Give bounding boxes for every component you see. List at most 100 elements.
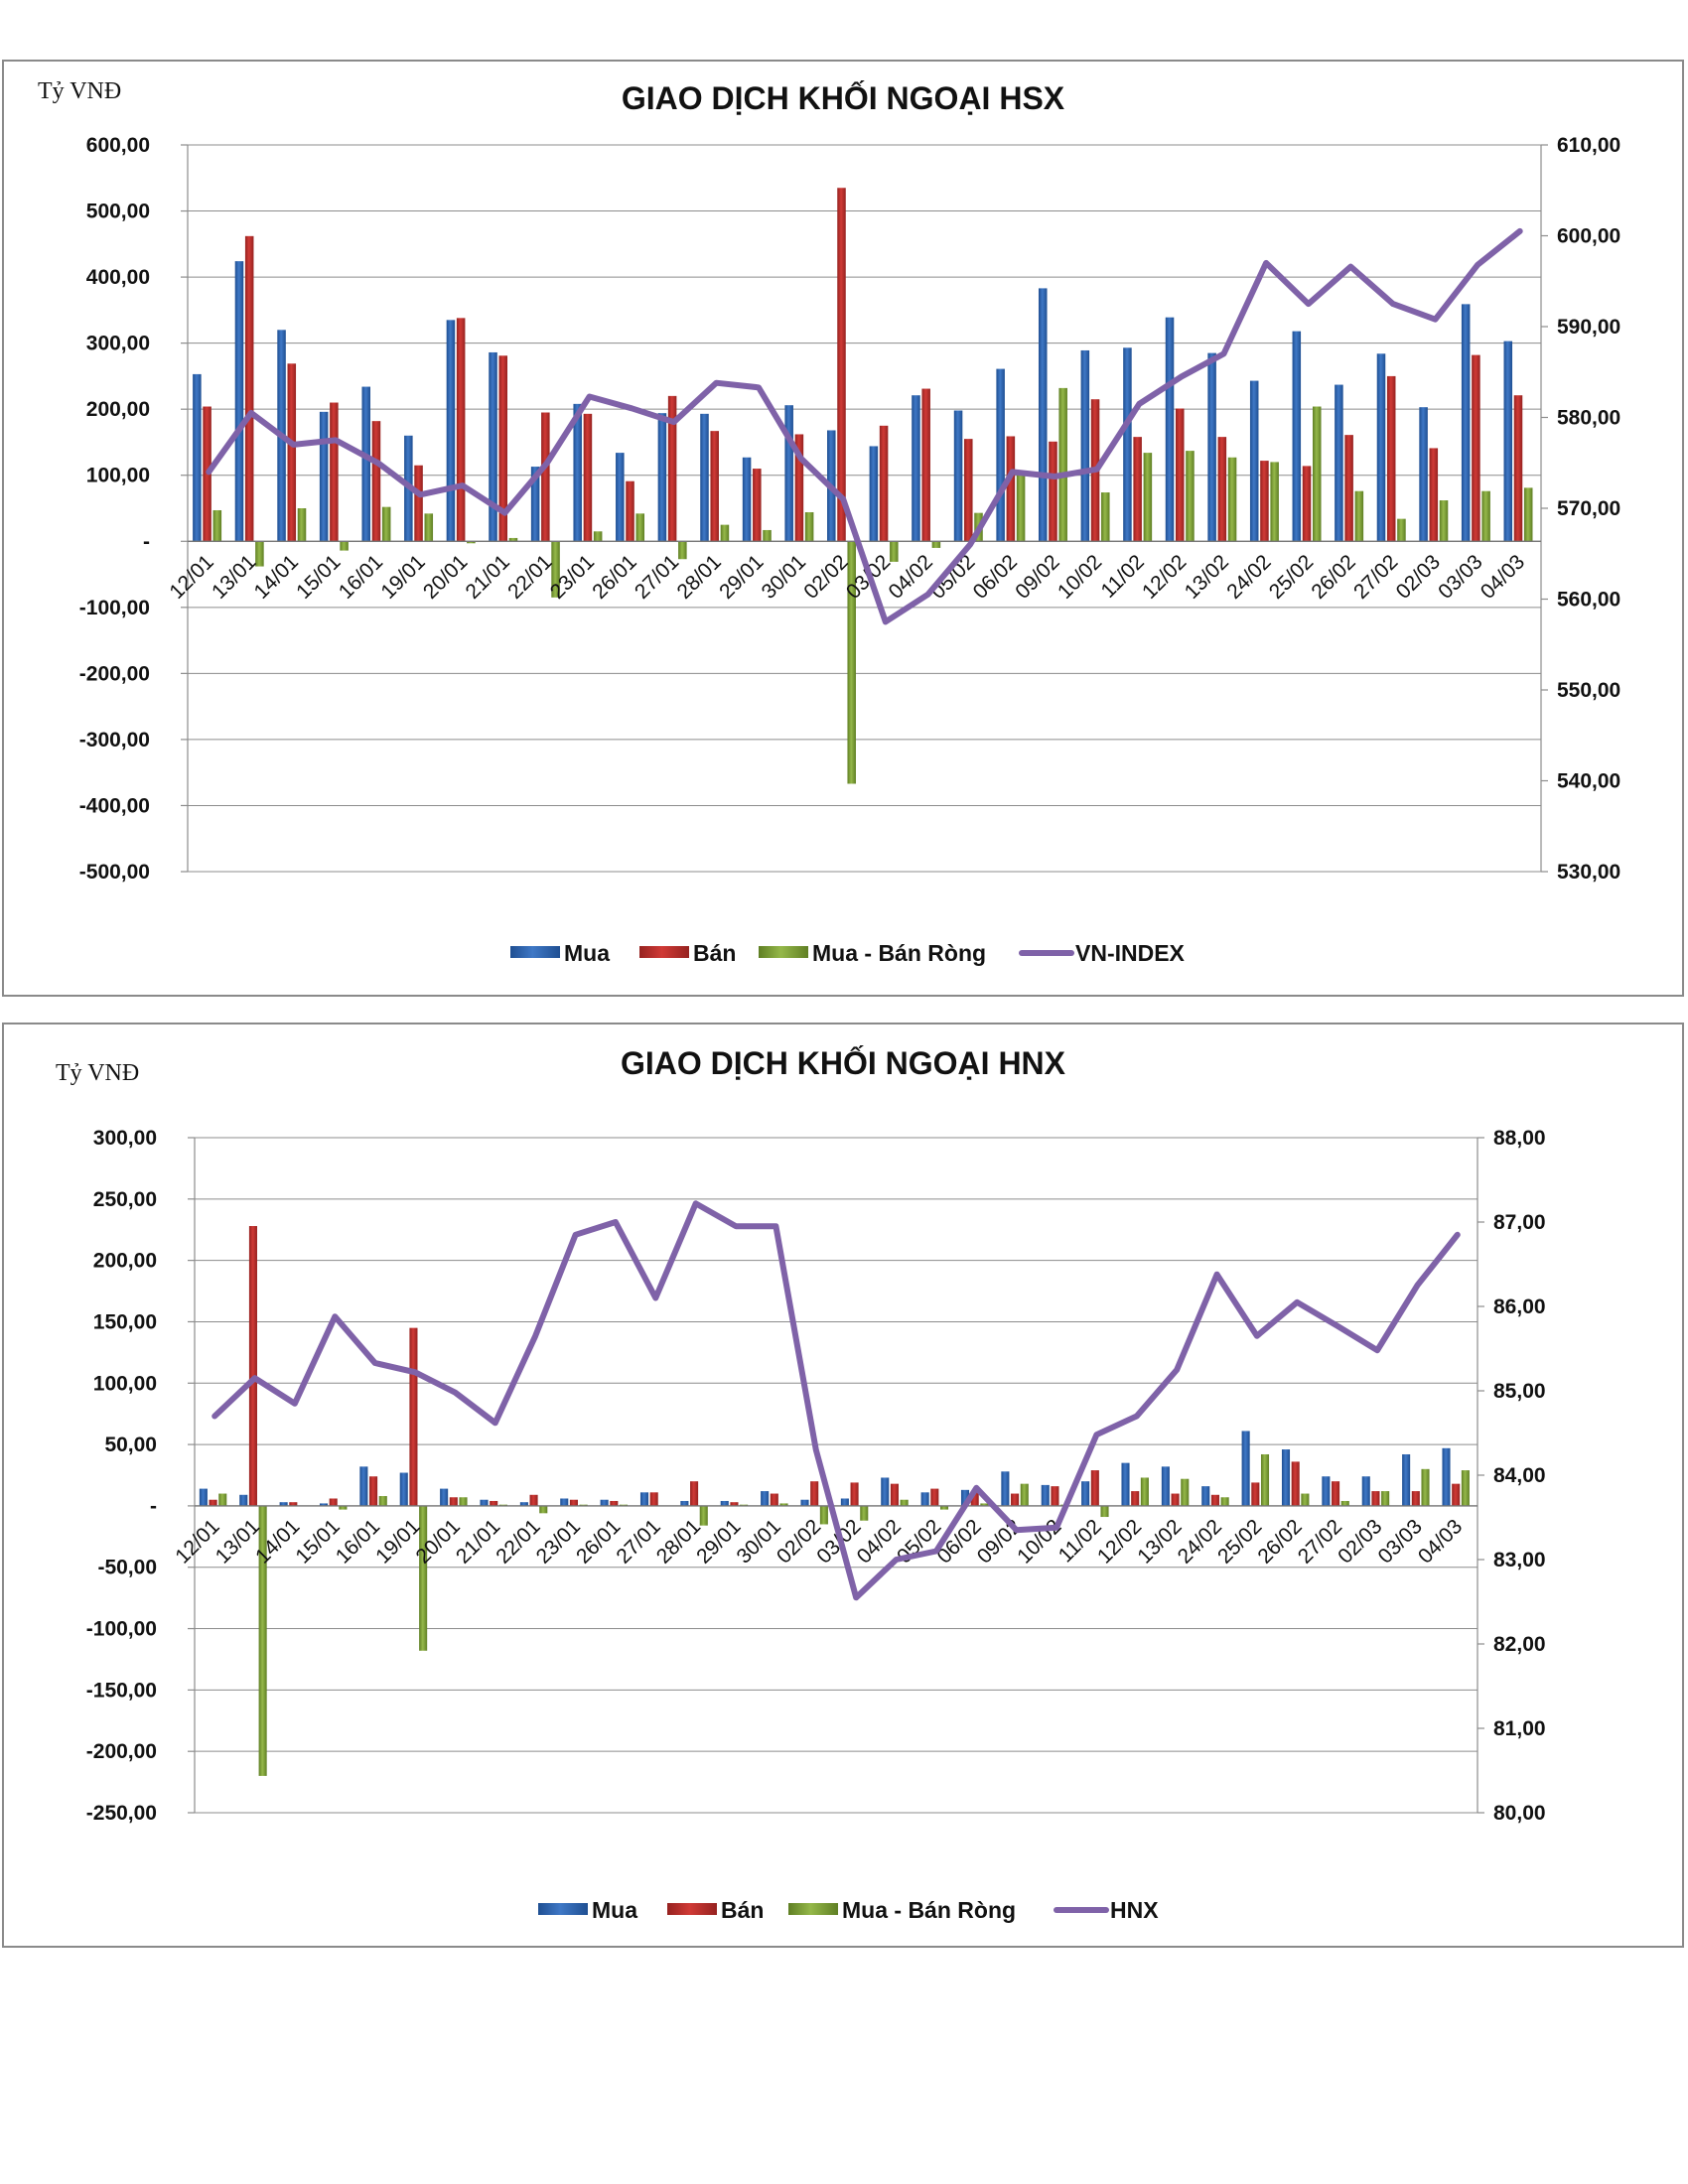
x-tick-label: 25/02 [1213, 1515, 1266, 1568]
legend-swatch-rong [759, 946, 808, 958]
bar-mua [953, 410, 963, 542]
bar-ban [1452, 1483, 1461, 1506]
bar-rong [1354, 490, 1364, 542]
bar-rong [551, 541, 560, 598]
legend-label-mua: Mua [592, 1897, 637, 1923]
legend-swatch-mua [538, 1903, 588, 1915]
bar-rong [847, 541, 856, 784]
y2-tick-label: 570,00 [1557, 497, 1620, 520]
bar-rong [378, 1496, 387, 1506]
bar-ban [1332, 1481, 1340, 1506]
bar-ban [1291, 1461, 1300, 1506]
bar-rong [1181, 1478, 1190, 1506]
x-tick-label: 27/02 [1294, 1515, 1346, 1568]
bar-ban [209, 1499, 217, 1506]
x-tick-label: 15/01 [292, 551, 345, 604]
x-tick-label: 12/02 [1138, 551, 1191, 604]
x-tick-label: 06/02 [969, 551, 1022, 604]
y-tick-label: 50,00 [104, 1433, 157, 1456]
bar-rong [1101, 492, 1110, 542]
legend-label-rong: Mua - Bán Ròng [812, 940, 986, 966]
bar-mua [700, 413, 709, 542]
bar-rong [1186, 451, 1195, 542]
x-tick-label: 04/03 [1414, 1515, 1467, 1568]
bar-mua [761, 1491, 770, 1506]
bar-rong [1439, 500, 1449, 542]
bar-ban [770, 1493, 778, 1506]
bar-ban [921, 388, 930, 542]
bar-ban [289, 1502, 298, 1506]
y-tick-label: -300,00 [79, 729, 150, 751]
bar-ban [810, 1481, 819, 1506]
bar-ban [369, 1476, 378, 1506]
bar-mua [1081, 1481, 1090, 1506]
bar-ban [1472, 354, 1480, 542]
bar-rong [1523, 487, 1533, 542]
bar-mua [680, 1500, 689, 1506]
y-tick-label: 300,00 [86, 333, 150, 355]
bar-ban [449, 1497, 458, 1506]
y2-tick-label: 83,00 [1493, 1549, 1546, 1571]
bar-rong [1100, 1505, 1109, 1518]
bar-ban [583, 413, 593, 542]
index-line [211, 1200, 1461, 1601]
x-tick-label: 29/01 [715, 551, 768, 604]
bar-rong [1421, 1468, 1430, 1506]
bar-ban [414, 465, 423, 542]
bar-ban [1090, 1470, 1099, 1506]
x-tick-label: 27/01 [612, 1515, 664, 1568]
y-tick-label: 400,00 [86, 266, 150, 289]
bar-mua [530, 467, 540, 542]
y2-tick-label: 560,00 [1557, 589, 1620, 612]
x-tick-label: 12/01 [165, 551, 217, 604]
bar-mua [573, 403, 582, 542]
x-tick-label: 11/02 [1055, 1515, 1106, 1567]
bar-ban [248, 1226, 257, 1506]
x-tick-label: 19/01 [376, 551, 429, 604]
bar-rong [1312, 406, 1322, 542]
bar-mua [1442, 1447, 1451, 1506]
bar-ban [529, 1494, 538, 1506]
bar-rong [1227, 457, 1237, 542]
bar-mua [784, 405, 793, 542]
bar-mua [234, 261, 244, 542]
y-tick-label: - [150, 1495, 157, 1518]
bar-rong [218, 1493, 227, 1506]
bar-rong [459, 1497, 468, 1506]
bar-ban [1344, 435, 1353, 542]
y-tick-label: -100,00 [79, 597, 150, 619]
bar-ban [490, 1500, 498, 1506]
x-tick-label: 03/03 [1434, 551, 1486, 604]
y-tick-label: 600,00 [86, 134, 150, 157]
bar-mua [1361, 1476, 1370, 1506]
x-tick-label: 27/01 [631, 551, 683, 604]
bar-ban [244, 235, 254, 542]
hsx-chart-panel: GIAO DỊCH KHỐI NGOẠI HSX Tỷ VNĐ 600,00 500,… [2, 60, 1684, 997]
bar-ban [710, 431, 719, 542]
x-tick-label: 13/02 [1181, 551, 1233, 604]
bar-mua [193, 373, 202, 542]
bar-mua [446, 320, 456, 542]
bar-mua [1080, 349, 1090, 542]
bar-ban [1049, 441, 1057, 542]
y2-tick-label: 540,00 [1557, 770, 1620, 793]
x-tick-label: 04/03 [1477, 551, 1529, 604]
bar-mua [239, 1494, 248, 1506]
y2-tick-label: 82,00 [1493, 1633, 1546, 1656]
bar-ban [1302, 466, 1312, 542]
x-tick-label: 02/03 [1334, 1515, 1386, 1568]
bar-mua [1335, 384, 1343, 542]
x-tick-label: 30/01 [758, 551, 810, 604]
y2-tick-label: 590,00 [1557, 316, 1620, 339]
bar-mua [361, 386, 371, 542]
bar-rong [1016, 473, 1026, 542]
y-axis-unit-label: Tỷ VNĐ [38, 78, 121, 104]
bar-rong [539, 1505, 548, 1514]
bar-rong [1260, 1453, 1270, 1506]
bar-mua [1165, 317, 1175, 542]
bar-mua [840, 1498, 849, 1506]
hsx-chart: GIAO DỊCH KHỐI NGOẠI HSX Tỷ VNĐ 600,00 500,… [38, 78, 1620, 966]
bar-rong [419, 1505, 428, 1651]
y2-tick-label: 87,00 [1493, 1211, 1546, 1234]
bar-mua [600, 1499, 609, 1506]
